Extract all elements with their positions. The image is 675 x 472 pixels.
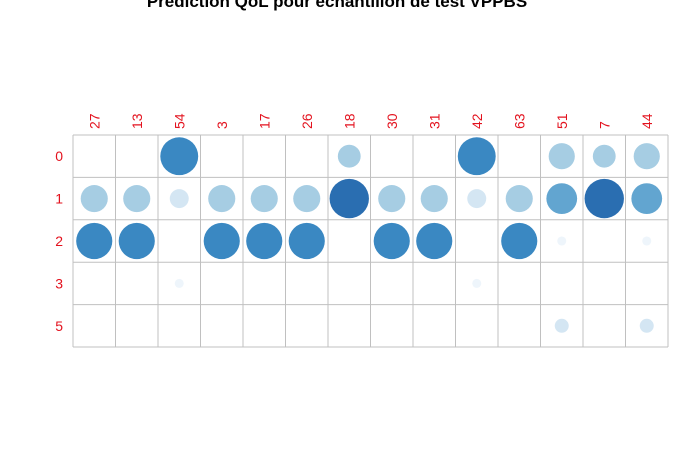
corr-circle-r0-c44 xyxy=(633,143,660,170)
corr-circle-r3-c42 xyxy=(472,278,482,288)
corr-circle-r1-c27 xyxy=(80,185,108,213)
column-label: 3 xyxy=(214,121,230,129)
column-label: 27 xyxy=(86,113,102,129)
corr-circle-r2-c3 xyxy=(203,222,240,260)
corr-circle-r1-c51 xyxy=(546,183,578,214)
column-label: 42 xyxy=(469,113,485,129)
row-label: 5 xyxy=(55,318,63,334)
column-label: 51 xyxy=(554,113,570,129)
column-label: 30 xyxy=(384,113,400,129)
corr-circle-r1-c63 xyxy=(505,185,533,213)
corr-circle-r1-c7 xyxy=(584,178,624,219)
corr-circle-r0-c54 xyxy=(160,137,199,176)
corr-circle-r2-c51 xyxy=(557,236,567,246)
column-label: 31 xyxy=(426,113,442,129)
corr-circle-r2-c13 xyxy=(118,222,155,260)
column-label: 44 xyxy=(639,113,655,129)
column-label: 13 xyxy=(129,113,145,129)
corr-circle-r1-c3 xyxy=(208,185,236,213)
corr-circle-r0-c42 xyxy=(457,137,496,176)
corr-circle-r1-c18 xyxy=(329,178,369,219)
corr-circle-r1-c54 xyxy=(169,189,189,209)
corr-circle-r2-c30 xyxy=(373,222,410,260)
corr-circle-r1-c44 xyxy=(631,183,663,214)
corr-circle-r0-c7 xyxy=(592,144,616,168)
corr-circle-r0-c18 xyxy=(337,144,361,168)
column-label: 17 xyxy=(256,113,272,129)
row-label: 1 xyxy=(55,191,63,207)
row-label: 0 xyxy=(55,148,63,164)
corr-circle-r1-c31 xyxy=(420,185,448,213)
corr-circle-r1-c30 xyxy=(378,185,406,213)
corr-circle-r2-c26 xyxy=(288,222,325,260)
grid xyxy=(72,134,669,348)
circles xyxy=(76,137,663,333)
column-label: 54 xyxy=(171,113,187,129)
corr-circle-r0-c51 xyxy=(548,143,575,170)
corr-circle-r1-c42 xyxy=(467,189,487,209)
chart-title: Prédiction QoL pour échantillon de test … xyxy=(147,0,527,11)
corr-circle-r5-c51 xyxy=(554,318,569,333)
corr-circle-r5-c44 xyxy=(639,318,654,333)
corr-circle-r2-c63 xyxy=(501,222,538,260)
row-label: 3 xyxy=(55,275,63,291)
corr-circle-r3-c54 xyxy=(174,278,184,288)
corr-circle-r2-c31 xyxy=(416,222,453,260)
corr-circle-r2-c27 xyxy=(76,222,113,260)
column-label: 63 xyxy=(511,113,527,129)
corr-circle-r1-c17 xyxy=(250,185,278,213)
column-label: 18 xyxy=(341,113,357,129)
row-labels: 0 1 2 3 5 xyxy=(55,148,63,334)
corr-circle-r2-c17 xyxy=(246,222,283,260)
corr-circle-r1-c26 xyxy=(293,185,321,213)
corr-circle-r1-c13 xyxy=(123,185,151,213)
column-label: 7 xyxy=(596,121,612,129)
column-label: 26 xyxy=(299,113,315,129)
corr-circle-r2-c44 xyxy=(642,236,652,246)
column-labels: 27 13 54 3 17 26 18 30 31 42 63 51 7 44 xyxy=(86,113,655,129)
row-label: 2 xyxy=(55,233,63,249)
